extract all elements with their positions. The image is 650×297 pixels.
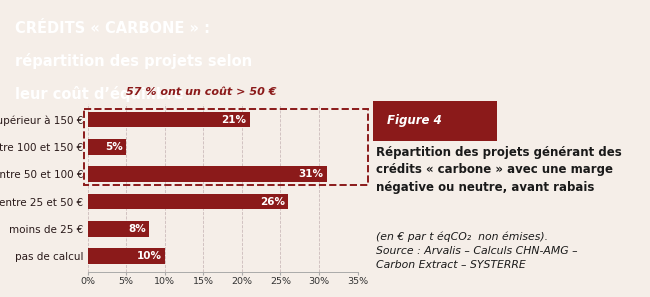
Text: (en € par t éqCO₂  non émises).
Source : Arvalis – Calculs CHN-AMG –
Carbon Extr: (en € par t éqCO₂ non émises). Source : … bbox=[376, 232, 577, 270]
Text: Répartition des projets générant des
crédits « carbone » avec une marge
négative: Répartition des projets générant des cré… bbox=[376, 146, 621, 194]
Bar bbox=[88, 221, 150, 237]
Text: 57 % ont un coût > 50 €: 57 % ont un coût > 50 € bbox=[126, 86, 276, 97]
Text: 31%: 31% bbox=[298, 169, 324, 179]
Bar bbox=[88, 139, 126, 155]
Text: CRÉDITS « CARBONE » :: CRÉDITS « CARBONE » : bbox=[14, 21, 209, 37]
FancyBboxPatch shape bbox=[373, 101, 497, 141]
Text: 26%: 26% bbox=[260, 197, 285, 206]
Text: leur coût d’équilibre: leur coût d’équilibre bbox=[14, 86, 183, 102]
Bar bbox=[88, 194, 288, 209]
Text: répartition des projets selon: répartition des projets selon bbox=[14, 53, 252, 69]
Text: 10%: 10% bbox=[136, 251, 162, 261]
Bar bbox=[84, 109, 367, 185]
Text: 21%: 21% bbox=[222, 115, 246, 124]
Text: 5%: 5% bbox=[105, 142, 124, 152]
Bar bbox=[88, 166, 327, 182]
Bar bbox=[88, 248, 165, 264]
Bar bbox=[88, 112, 250, 127]
Text: Figure 4: Figure 4 bbox=[387, 114, 442, 127]
Text: 8%: 8% bbox=[129, 224, 146, 234]
